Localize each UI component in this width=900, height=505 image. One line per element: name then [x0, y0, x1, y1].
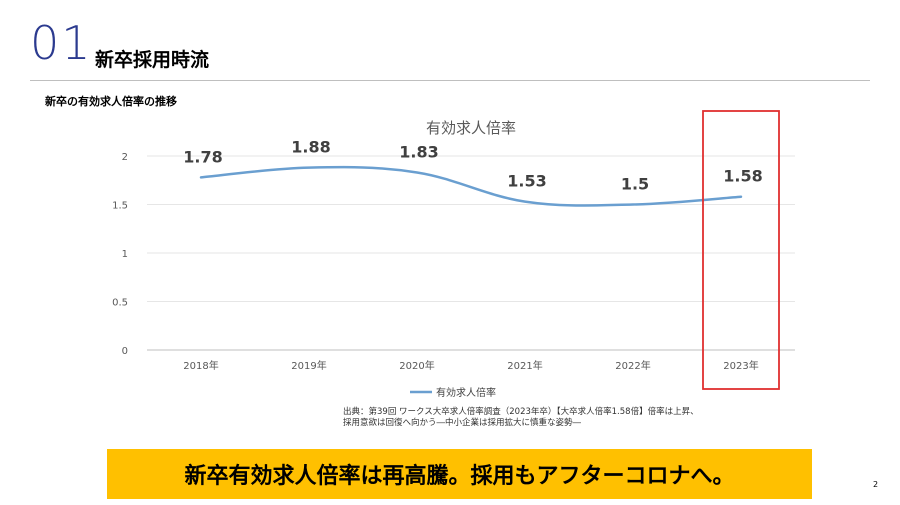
x-tick-label: 2023年	[723, 359, 758, 372]
x-tick-label: 2020年	[399, 359, 434, 372]
data-label: 1.53	[507, 172, 546, 191]
source-line-1: 出典：第39回 ワークス大卒求人倍率調査（2023年卒）【大卒求人倍率1.58倍…	[343, 407, 699, 417]
section-number: 01	[30, 16, 93, 70]
y-tick-label: 2	[122, 152, 128, 163]
data-label: 1.83	[399, 142, 438, 161]
chart-title: 有効求人倍率	[426, 119, 516, 137]
banner-text: 新卒有効求人倍率は再高騰。採用もアフターコロナへ。	[184, 464, 735, 489]
section-heading: 新卒の有効求人倍率の推移	[45, 95, 177, 108]
x-tick-label: 2021年	[507, 359, 542, 372]
page-title: 新卒採用時流	[95, 49, 210, 71]
data-label: 1.88	[291, 138, 330, 157]
y-tick-label: 0.5	[112, 298, 128, 309]
title-divider	[30, 80, 870, 81]
y-tick-label: 1.5	[112, 201, 128, 212]
conclusion-banner: 新卒有効求人倍率は再高騰。採用もアフターコロナへ。	[107, 449, 812, 499]
y-tick-label: 1	[122, 249, 128, 260]
y-tick-label: 0	[122, 346, 128, 357]
data-label: 1.58	[723, 167, 762, 186]
source-note: 出典：第39回 ワークス大卒求人倍率調査（2023年卒）【大卒求人倍率1.58倍…	[343, 407, 699, 429]
legend-label: 有効求人倍率	[436, 386, 496, 399]
x-tick-label: 2022年	[615, 359, 650, 372]
x-tick-label: 2018年	[183, 359, 218, 372]
highlight-box	[702, 110, 780, 390]
page-number: 2	[873, 480, 879, 489]
x-tick-label: 2019年	[291, 359, 326, 372]
series-line	[199, 165, 743, 207]
data-label: 1.78	[183, 147, 222, 166]
source-line-2: 採用意欲は回復へ向かう―中小企業は採用拡大に慎重な姿勢―	[343, 418, 582, 428]
data-label: 1.5	[621, 175, 649, 194]
